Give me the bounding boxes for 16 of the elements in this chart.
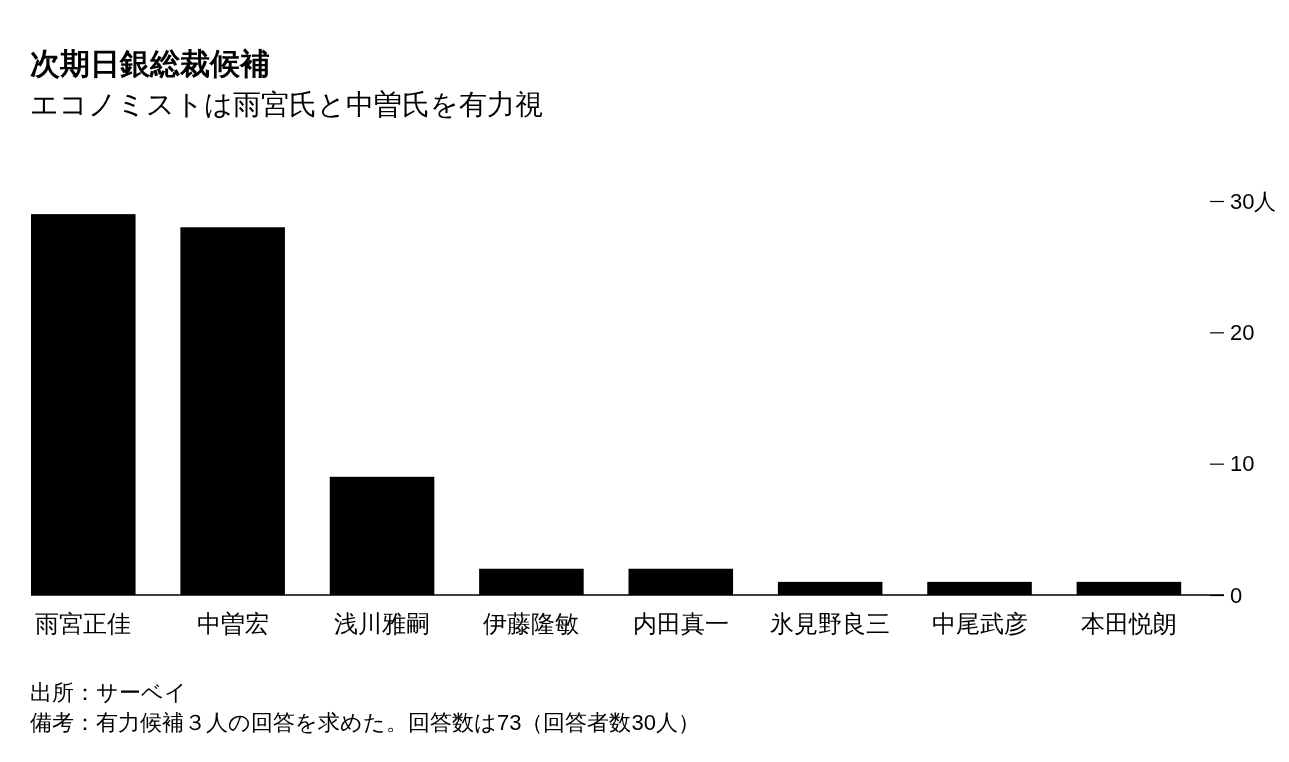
x-tick-label: 中尾武彦 <box>931 610 1028 637</box>
x-tick-label: 氷見野良三 <box>770 610 891 637</box>
y-tick-label: 0 <box>1230 582 1243 608</box>
text: 出所：サーベイ <box>30 680 187 705</box>
x-tick-label: 内田真一 <box>632 610 729 637</box>
x-tick-label: 伊藤隆敏 <box>483 610 580 637</box>
y-tick-label: 30人 <box>1230 188 1277 214</box>
x-tick-label: 中曽宏 <box>196 610 269 637</box>
chart-subtitle: エコノミストは雨宮氏と中曽氏を有力視 <box>30 89 543 120</box>
y-tick-label: 10 <box>1230 451 1255 477</box>
chart-title: 次期日銀総裁候補 <box>30 47 270 80</box>
text: 備考：有力候補３人の回答を求めた。回答数は73（回答者数30人） <box>30 710 700 735</box>
x-tick-label: 浅川雅嗣 <box>334 610 431 637</box>
x-tick-label: 本田悦朗 <box>1080 610 1177 637</box>
y-tick-label: 20 <box>1230 319 1255 345</box>
x-tick-label: 雨宮正佳 <box>35 610 132 637</box>
